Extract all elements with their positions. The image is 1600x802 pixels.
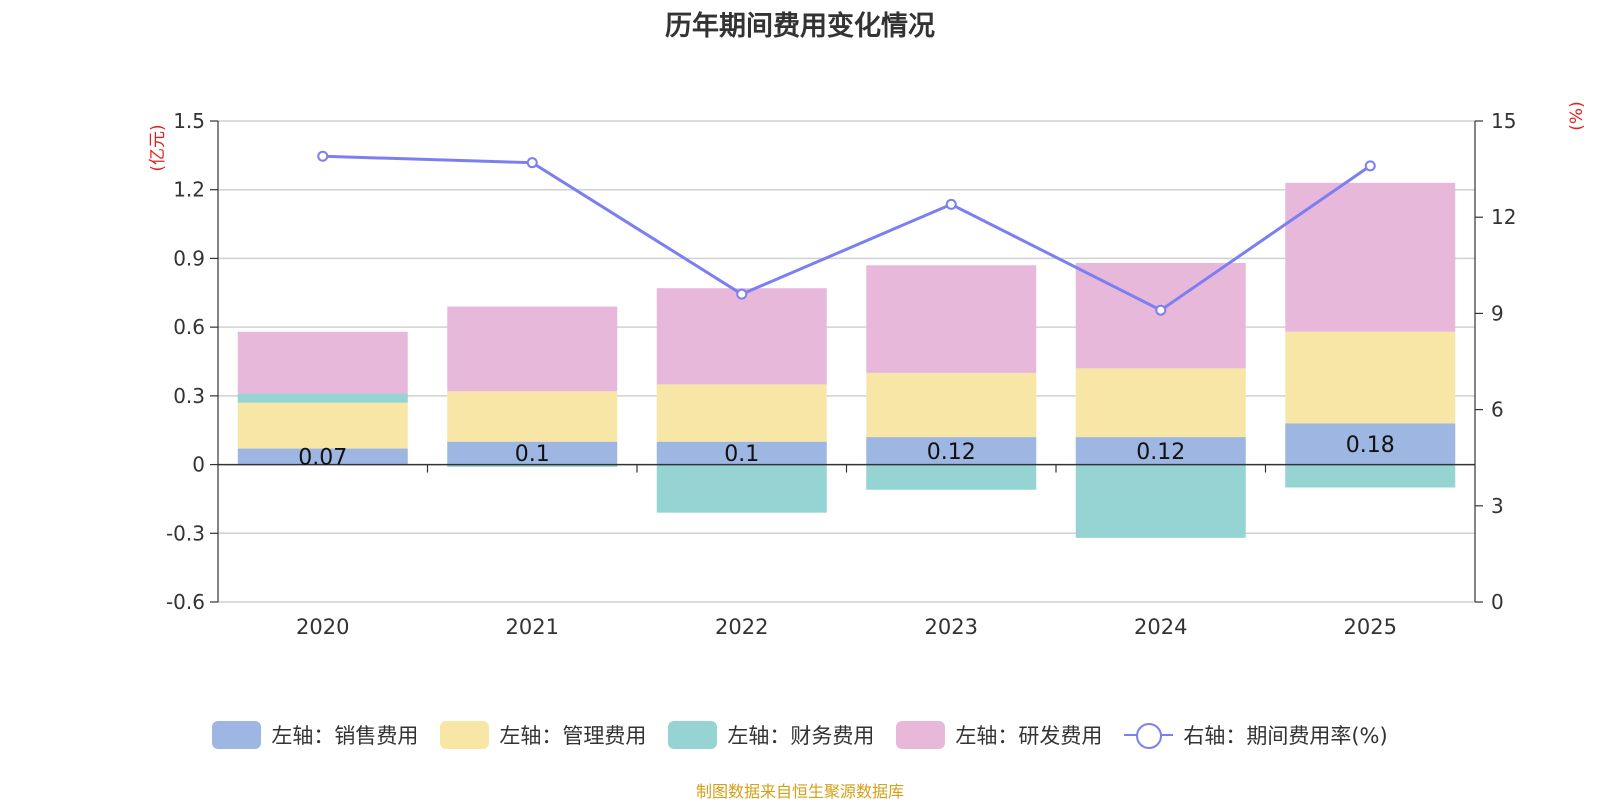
left-tick-label: 0 xyxy=(192,453,205,477)
data-label-sales: 0.12 xyxy=(927,440,976,465)
bar-finance xyxy=(866,464,1037,490)
legend-swatch-expense-ratio xyxy=(1124,721,1174,749)
bar-admin xyxy=(1285,331,1456,424)
right-axis-unit: (%) xyxy=(1567,101,1587,130)
legend-item-admin[interactable]: 左轴：管理费用 xyxy=(440,720,646,750)
legend-swatch-finance xyxy=(668,721,718,749)
bar-rnd xyxy=(447,306,618,392)
bar-sales xyxy=(656,441,827,465)
line-layer xyxy=(317,150,1376,316)
bar-finance xyxy=(237,393,408,403)
bar-admin xyxy=(866,372,1037,438)
legend-item-sales[interactable]: 左轴：销售费用 xyxy=(212,720,418,750)
left-tick-label: 0.6 xyxy=(173,315,205,339)
data-label-sales: 0.07 xyxy=(298,446,347,471)
data-label-sales: 0.12 xyxy=(1136,440,1185,465)
bar-admin xyxy=(237,402,408,449)
left-axis-unit: (亿元) xyxy=(148,124,168,171)
bar-rnd xyxy=(1285,182,1456,332)
expense-ratio-line xyxy=(322,154,1372,312)
left-tick-label: -0.6 xyxy=(166,590,205,614)
legend-swatch-sales xyxy=(212,721,262,749)
expense-ratio-point xyxy=(526,157,538,169)
left-tick-label: 0.9 xyxy=(173,246,205,270)
expense-ratio-point xyxy=(736,288,748,300)
expense-ratio-point xyxy=(1155,304,1167,316)
bar-sales xyxy=(1285,423,1456,465)
bar-layer xyxy=(237,182,1456,538)
bar-admin xyxy=(1075,368,1246,438)
x-tick-label: 2020 xyxy=(296,615,349,639)
x-tick-label: 2024 xyxy=(1134,615,1187,639)
bar-sales xyxy=(866,437,1037,465)
right-tick-label: 12 xyxy=(1491,205,1516,229)
bar-finance xyxy=(656,464,827,513)
data-label-sales: 0.18 xyxy=(1346,433,1395,458)
legend-label-finance: 左轴：财务费用 xyxy=(727,724,875,748)
right-tick-label: 3 xyxy=(1491,494,1504,518)
bar-sales xyxy=(447,441,618,465)
expense-ratio-point xyxy=(945,198,957,210)
legend-label-sales: 左轴：销售费用 xyxy=(271,724,419,748)
bar-rnd xyxy=(237,331,408,394)
left-tick-label: -0.3 xyxy=(166,521,205,545)
left-tick-label: 1.5 xyxy=(173,109,205,133)
bar-sales xyxy=(237,448,408,465)
legend-item-finance[interactable]: 左轴：财务费用 xyxy=(668,720,874,750)
x-tick-label: 2021 xyxy=(506,615,559,639)
bar-admin xyxy=(447,391,618,442)
legend-label-rnd: 左轴：研发费用 xyxy=(955,724,1103,748)
left-tick-label: 0.3 xyxy=(173,384,205,408)
right-tick-label: 15 xyxy=(1491,109,1516,133)
legend-label-expense-ratio: 右轴：期间费用率(%) xyxy=(1183,724,1388,748)
right-tick-label: 0 xyxy=(1491,590,1504,614)
x-tick-label: 2022 xyxy=(715,615,768,639)
x-tick-label: 2025 xyxy=(1344,615,1397,639)
bar-finance xyxy=(1075,464,1246,538)
legend: 左轴：销售费用 左轴：管理费用 左轴：财务费用 左轴：研发费用 右轴：期间费用率… xyxy=(0,720,1600,750)
bar-rnd xyxy=(656,288,827,385)
legend-swatch-rnd xyxy=(896,721,946,749)
bar-rnd xyxy=(866,265,1037,373)
legend-label-admin: 左轴：管理费用 xyxy=(499,724,647,748)
data-label-sales: 0.1 xyxy=(515,442,550,467)
right-tick-label: 9 xyxy=(1491,301,1504,325)
source-note: 制图数据来自恒生聚源数据库 xyxy=(695,782,904,801)
chart-title: 历年期间费用变化情况 xyxy=(665,11,935,42)
left-tick-label: 1.2 xyxy=(173,178,205,202)
axis-layer: -0.6 -0.3 0 0.3 0.6 0.9 1.2 1.5 0 3 6 9 12 15 (亿元) (%) 2… xyxy=(148,101,1587,639)
bar-sales xyxy=(1075,437,1246,465)
bar-finance xyxy=(1285,464,1456,488)
expense-ratio-point xyxy=(317,150,329,162)
right-tick-label: 6 xyxy=(1491,398,1504,422)
legend-item-rnd[interactable]: 左轴：研发费用 xyxy=(896,720,1102,750)
legend-swatch-admin xyxy=(440,721,490,749)
bar-admin xyxy=(656,384,827,442)
label-layer: 0.07 0.1 0.1 0.12 0.12 0.18 xyxy=(298,433,1394,471)
grid-layer xyxy=(218,120,1475,603)
expense-ratio-point xyxy=(1364,160,1376,172)
legend-item-expense-ratio[interactable]: 右轴：期间费用率(%) xyxy=(1124,720,1388,750)
bar-finance xyxy=(447,464,618,467)
x-tick-label: 2023 xyxy=(925,615,978,639)
data-label-sales: 0.1 xyxy=(724,442,759,467)
